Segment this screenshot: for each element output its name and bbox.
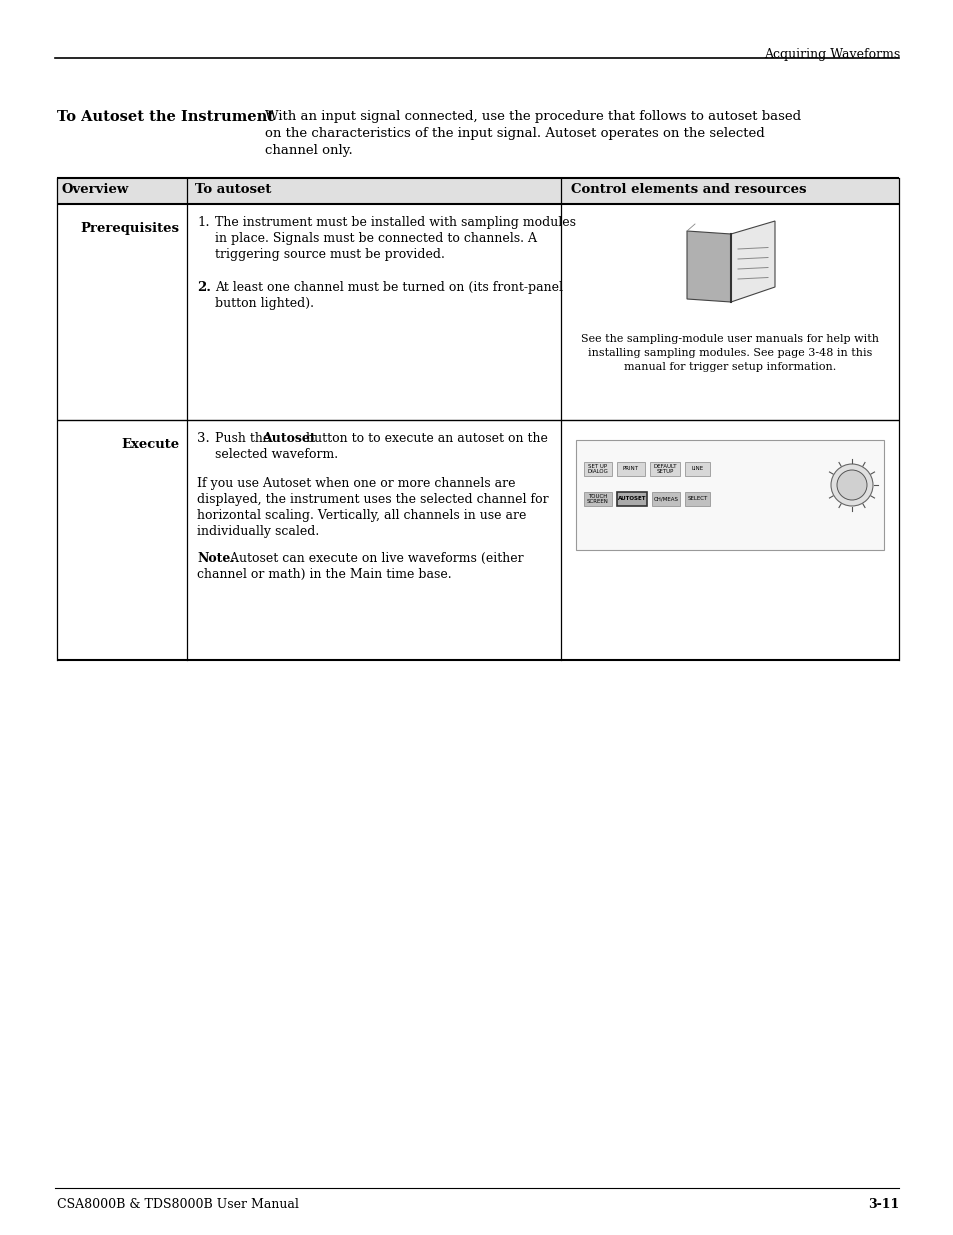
Bar [651, 492, 679, 506]
Text: If you use Autoset when one or more channels are: If you use Autoset when one or more chan… [196, 477, 515, 490]
Bar [617, 492, 646, 506]
Text: manual for trigger setup information.: manual for trigger setup information. [623, 362, 835, 372]
Text: 3.: 3. [196, 432, 210, 445]
Text: 3-11: 3-11 [867, 1198, 898, 1212]
Bar [583, 492, 612, 506]
Text: SELECT: SELECT [687, 496, 707, 501]
Polygon shape [686, 231, 730, 303]
Text: LINE: LINE [691, 467, 702, 472]
Text: button to to execute an autoset on the: button to to execute an autoset on the [302, 432, 548, 445]
Text: Acquiring Waveforms: Acquiring Waveforms [763, 48, 899, 61]
Text: With an input signal connected, use the procedure that follows to autoset based: With an input signal connected, use the … [265, 110, 801, 124]
Circle shape [830, 464, 872, 506]
Bar [57, 178, 898, 204]
Text: horizontal scaling. Vertically, all channels in use are: horizontal scaling. Vertically, all chan… [196, 509, 526, 522]
Bar [684, 492, 709, 506]
Text: To autoset: To autoset [194, 183, 271, 196]
Text: selected waveform.: selected waveform. [214, 448, 337, 461]
Text: in place. Signals must be connected to channels. A: in place. Signals must be connected to c… [214, 232, 537, 245]
Text: button lighted).: button lighted). [214, 296, 314, 310]
Text: To Autoset the Instrument: To Autoset the Instrument [57, 110, 274, 124]
Bar [583, 462, 612, 475]
Text: Note.: Note. [196, 552, 234, 564]
Text: Execute: Execute [121, 438, 179, 451]
Text: See the sampling-module user manuals for help with: See the sampling-module user manuals for… [580, 333, 878, 345]
Text: Push the: Push the [214, 432, 274, 445]
Text: Prerequisites: Prerequisites [80, 222, 179, 235]
Circle shape [836, 471, 866, 500]
Text: individually scaled.: individually scaled. [196, 525, 319, 538]
Bar [684, 462, 709, 475]
Text: TOUCH
SCREEN: TOUCH SCREEN [586, 494, 608, 504]
Text: 1.: 1. [196, 216, 210, 228]
Text: The instrument must be installed with sampling modules: The instrument must be installed with sa… [214, 216, 576, 228]
Text: displayed, the instrument uses the selected channel for: displayed, the instrument uses the selec… [196, 493, 548, 506]
Bar [649, 462, 679, 475]
Text: channel or math) in the Main time base.: channel or math) in the Main time base. [196, 568, 451, 580]
Text: AUTOSET: AUTOSET [618, 496, 645, 501]
Text: Autoset: Autoset [261, 432, 315, 445]
Bar [617, 462, 644, 475]
Text: CH/MEAS: CH/MEAS [653, 496, 678, 501]
Text: At least one channel must be turned on (its front-panel: At least one channel must be turned on (… [214, 282, 562, 294]
Text: installing sampling modules. See page 3-48 in this: installing sampling modules. See page 3-… [587, 348, 871, 358]
Text: Overview: Overview [62, 183, 129, 196]
Text: 2.: 2. [196, 282, 211, 294]
Text: triggering source must be provided.: triggering source must be provided. [214, 248, 444, 261]
Polygon shape [730, 221, 774, 303]
Text: on the characteristics of the input signal. Autoset operates on the selected: on the characteristics of the input sign… [265, 127, 764, 140]
Text: Autoset can execute on live waveforms (either: Autoset can execute on live waveforms (e… [226, 552, 523, 564]
Bar [576, 440, 883, 550]
Text: CSA8000B & TDS8000B User Manual: CSA8000B & TDS8000B User Manual [57, 1198, 298, 1212]
Text: PRINT: PRINT [622, 467, 639, 472]
Text: SET UP
DIALOG: SET UP DIALOG [587, 463, 608, 474]
Text: Control elements and resources: Control elements and resources [571, 183, 805, 196]
Text: channel only.: channel only. [265, 144, 353, 157]
Text: DEFAULT
SETUP: DEFAULT SETUP [653, 463, 676, 474]
